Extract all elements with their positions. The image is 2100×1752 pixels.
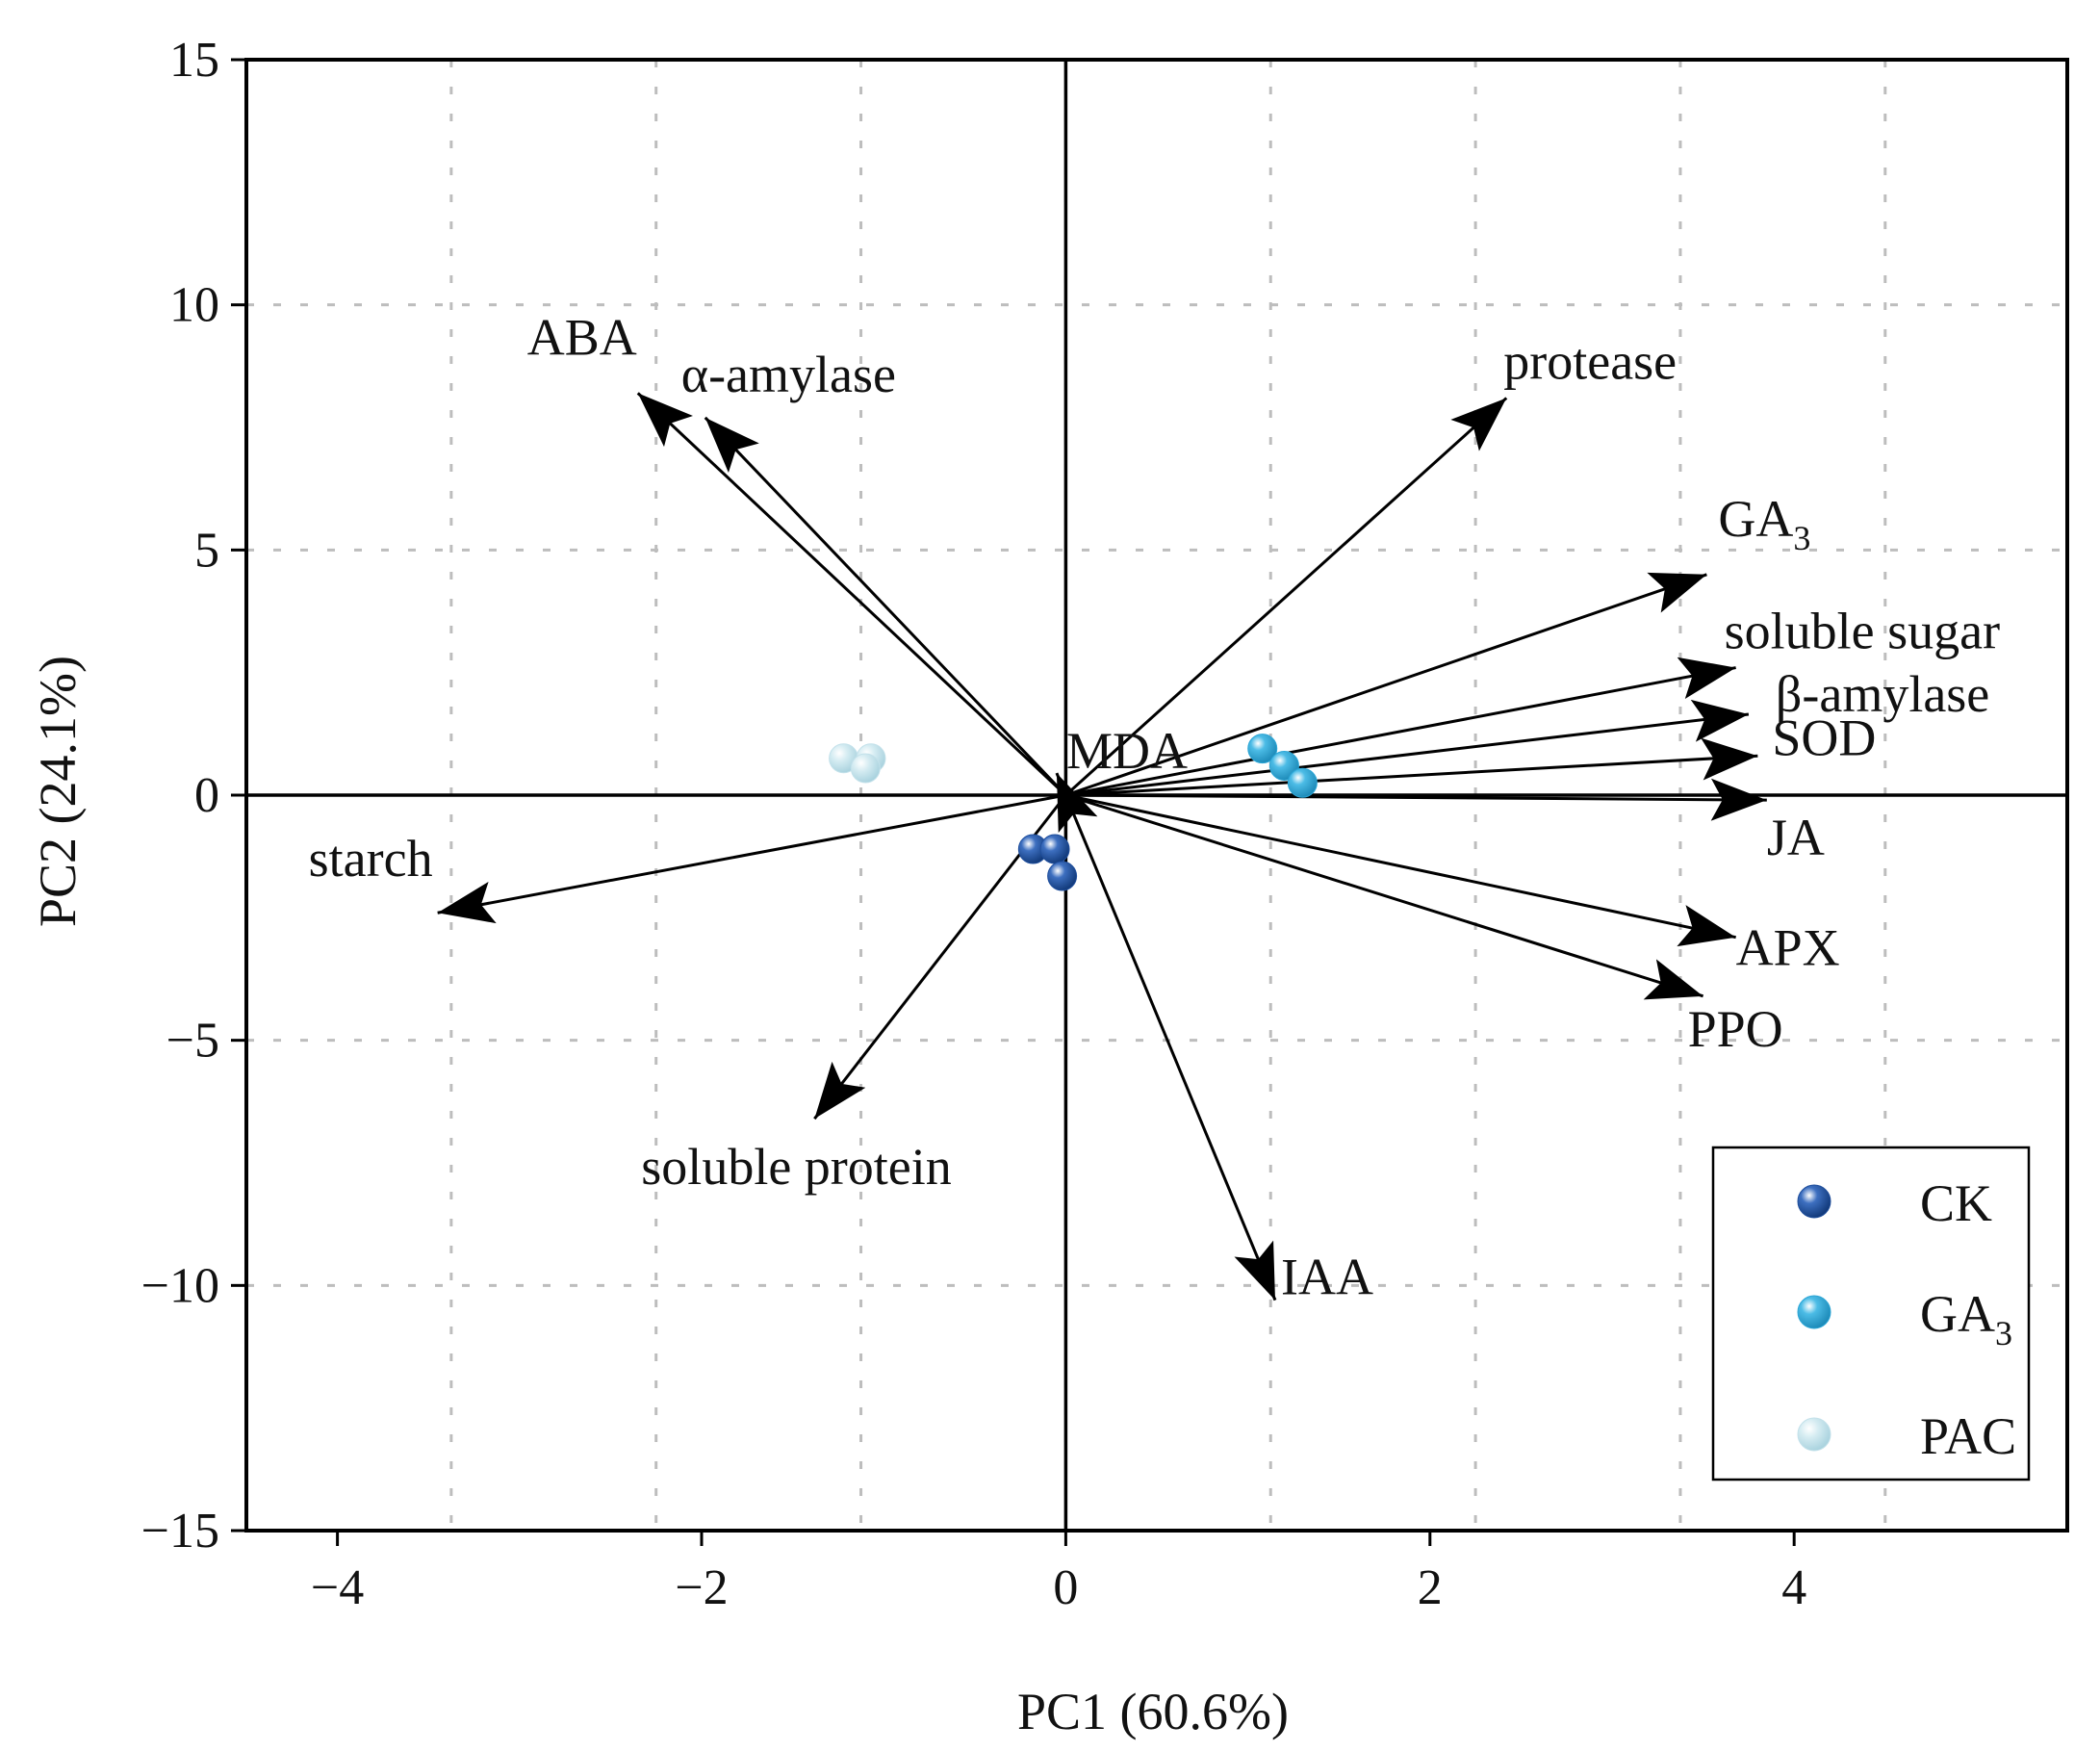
label-text: protease <box>1503 332 1677 390</box>
y-axis-ticks: −15 −10 −5 0 5 10 15 <box>141 33 246 1559</box>
loading-label-beta-amylase: β-amylase <box>1776 665 1989 723</box>
y-tick-label: −15 <box>141 1504 219 1559</box>
label-text: soluble protein <box>641 1138 951 1196</box>
x-tick-label: −2 <box>675 1560 728 1615</box>
x-axis-title: PC1 (60.6%) <box>1017 1683 1289 1740</box>
x-axis-ticks: −4 −2 0 2 4 <box>311 1531 1806 1615</box>
loading-label-PPO: PPO <box>1688 1000 1783 1058</box>
legend-label-GA3: GA3 <box>1920 1285 2012 1353</box>
loading-arrow-alpha-amylase <box>704 416 1067 797</box>
label-text: soluble sugar <box>1725 603 2000 660</box>
loading-label-soluble-sugar: soluble sugar <box>1725 603 2000 660</box>
loading-arrow-APX <box>1065 793 1736 947</box>
point-CK <box>1047 861 1078 891</box>
y-tick-label: 5 <box>194 523 219 578</box>
subscript: 3 <box>1995 1314 2012 1353</box>
loading-label-APX: APX <box>1736 919 1840 977</box>
loading-label-soluble-protein: soluble protein <box>641 1138 951 1196</box>
loading-arrow-SOD <box>1065 737 1758 797</box>
legend-label-PAC: PAC <box>1920 1407 2016 1465</box>
label-text: JA <box>1767 809 1825 866</box>
y-tick-label: 0 <box>194 768 219 823</box>
label-text: starch <box>309 830 433 888</box>
loading-arrow-GA3 <box>1064 572 1707 797</box>
loading-arrow-soluble-sugar <box>1065 657 1736 797</box>
loading-label-starch: starch <box>309 830 433 888</box>
loading-label-SOD: SOD <box>1772 709 1876 766</box>
x-tick-label: 4 <box>1781 1560 1806 1615</box>
loading-label-ABA: ABA <box>527 308 637 366</box>
legend-box <box>1711 1146 2031 1481</box>
loading-arrow-MDA <box>1055 772 1098 834</box>
loading-arrow-starch <box>437 793 1066 924</box>
legend-label-CK: CK <box>1920 1174 1992 1232</box>
loading-label-GA3: GA3 <box>1718 490 1810 557</box>
legend-marker-GA3 <box>1797 1295 1831 1329</box>
y-axis-title: PC2 (24.1%) <box>29 656 87 927</box>
label-text: APX <box>1736 919 1840 977</box>
loading-vectors: ABA α-amylase protease GA3 soluble sugarβ-am… <box>309 308 2000 1305</box>
label-text: SOD <box>1772 709 1876 766</box>
y-tick-label: 10 <box>169 278 219 333</box>
x-tick-label: −4 <box>311 1560 364 1615</box>
label-text: CK <box>1920 1174 1992 1232</box>
loading-label-protease: protease <box>1503 332 1677 390</box>
loading-arrow-PPO <box>1064 793 1704 1000</box>
label-text: ABA <box>527 308 637 366</box>
label-text: IAA <box>1281 1249 1373 1306</box>
loading-arrow-JA <box>1065 778 1767 821</box>
y-tick-label: 15 <box>169 33 219 88</box>
legend: CK GA3 PAC <box>1711 1146 2031 1481</box>
label-text: PAC <box>1920 1407 2016 1465</box>
sample-points <box>829 734 1318 891</box>
point-GA3 <box>1247 734 1278 764</box>
label-text: GA <box>1718 490 1793 548</box>
legend-marker-CK <box>1797 1184 1831 1219</box>
loading-arrow-protease <box>1064 397 1508 797</box>
loading-arrow-beta-amylase <box>1065 699 1750 797</box>
label-text: GA <box>1920 1285 1995 1343</box>
y-tick-label: −10 <box>141 1258 219 1313</box>
loading-label-alpha-amylase: α-amylase <box>681 346 896 403</box>
label-text: α-amylase <box>681 346 896 403</box>
loading-label-JA: JA <box>1767 809 1825 866</box>
y-tick-label: −5 <box>166 1014 219 1069</box>
loading-label-IAA: IAA <box>1281 1249 1373 1306</box>
legend-marker-PAC <box>1797 1417 1831 1452</box>
label-text: β-amylase <box>1776 665 1989 723</box>
x-tick-label: 2 <box>1418 1560 1443 1615</box>
loading-arrow-ABA <box>636 392 1067 797</box>
subscript: 3 <box>1793 519 1810 557</box>
loading-arrow-IAA <box>1064 794 1277 1301</box>
label-text: MDA <box>1066 722 1188 780</box>
x-tick-label: 0 <box>1053 1560 1078 1615</box>
label-text: PPO <box>1688 1000 1783 1058</box>
point-CK <box>1039 834 1070 864</box>
point-PAC <box>850 753 881 784</box>
loading-label-MDA: MDA <box>1066 722 1188 780</box>
point-GA3 <box>1287 767 1318 798</box>
